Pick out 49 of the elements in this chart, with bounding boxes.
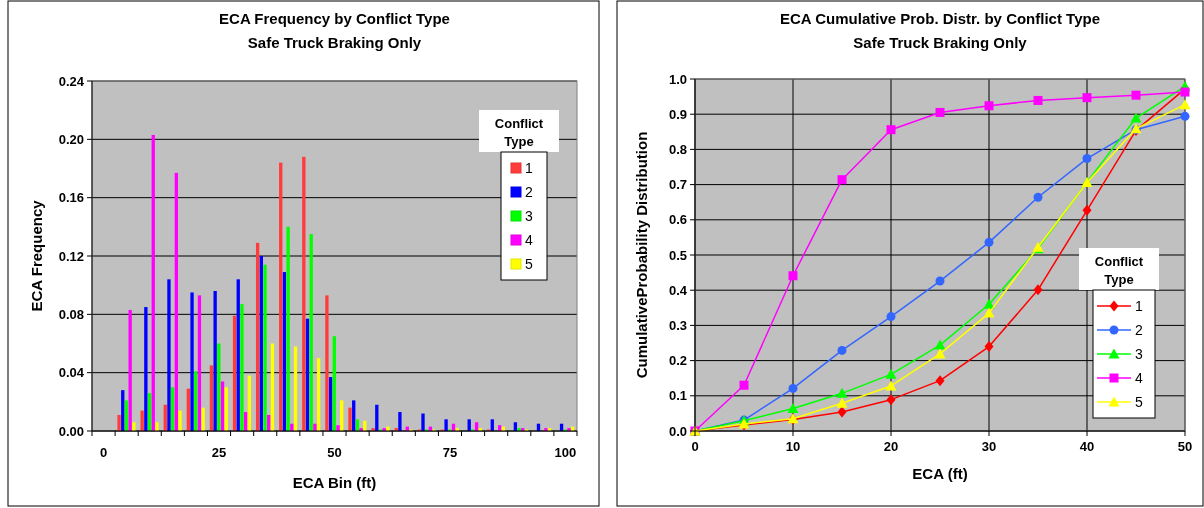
y-tick-label: 0.00: [58, 423, 84, 439]
legend-label: 3: [1135, 345, 1143, 362]
y-tick-label: 0.5: [668, 247, 687, 263]
x-axis-title: ECA Bin (ft): [292, 474, 377, 491]
legend-label: 2: [525, 183, 533, 200]
x-tick-label: 10: [785, 439, 801, 454]
x-tick-label: 50: [327, 445, 342, 460]
chart-subtitle: Safe Truck Braking Only: [247, 34, 422, 51]
y-tick-label: 1.0: [668, 71, 687, 87]
y-tick-label: 0.9: [668, 106, 687, 122]
y-tick-label: 0.08: [58, 306, 84, 322]
legend-label: 1: [1135, 297, 1143, 314]
x-tick-label: 25: [211, 445, 227, 460]
y-tick-label: 0.1: [668, 388, 687, 404]
y-tick-label: 0.16: [58, 190, 84, 206]
y-tick-label: 0.3: [668, 317, 687, 333]
y-tick-label: 0.04: [58, 365, 85, 381]
chart-title: ECA Cumulative Prob. Distr. by Conflict Type: [779, 10, 1101, 27]
legend-label: 1: [525, 159, 533, 176]
y-tick-label: 0.20: [58, 131, 84, 147]
x-tick-label: 20: [883, 439, 899, 454]
y-tick-label: 0.24: [58, 73, 85, 89]
y-axis-title: ECA Frequency: [28, 199, 45, 312]
legend-label: 5: [525, 255, 533, 272]
y-tick-label: 0.8: [668, 141, 687, 157]
legend-label: 4: [525, 231, 533, 248]
y-tick-label: 0.12: [58, 248, 84, 264]
y-tick-label: 0.2: [668, 353, 687, 369]
x-tick-label: 75: [442, 445, 458, 460]
x-tick-label: 30: [981, 439, 997, 454]
legend-label: 4: [1135, 369, 1143, 386]
x-tick-label: 0: [99, 445, 108, 460]
y-tick-label: 0.6: [668, 212, 687, 228]
x-tick-label: 50: [1177, 439, 1193, 454]
y-axis-title: CumulativeProbability Distribution: [633, 131, 650, 379]
y-tick-label: 0.4: [668, 282, 688, 298]
legend-title: Conflict Type: [494, 116, 544, 149]
legend-label: 2: [1135, 321, 1143, 338]
y-tick-label: 0.7: [668, 177, 687, 193]
legend-title: Conflict Type: [1094, 254, 1144, 287]
chart-title: ECA Frequency by Conflict Type: [219, 10, 450, 27]
x-axis-title: ECA (ft): [912, 465, 968, 482]
legend-label: 5: [1135, 393, 1143, 410]
x-tick-label: 0: [691, 439, 699, 454]
chart-subtitle: Safe Truck Braking Only: [853, 34, 1028, 51]
legend-label: 3: [525, 207, 533, 224]
x-tick-label: 40: [1079, 439, 1095, 454]
y-tick-label: 0.0: [668, 423, 687, 439]
x-tick-label: 100: [554, 445, 577, 460]
